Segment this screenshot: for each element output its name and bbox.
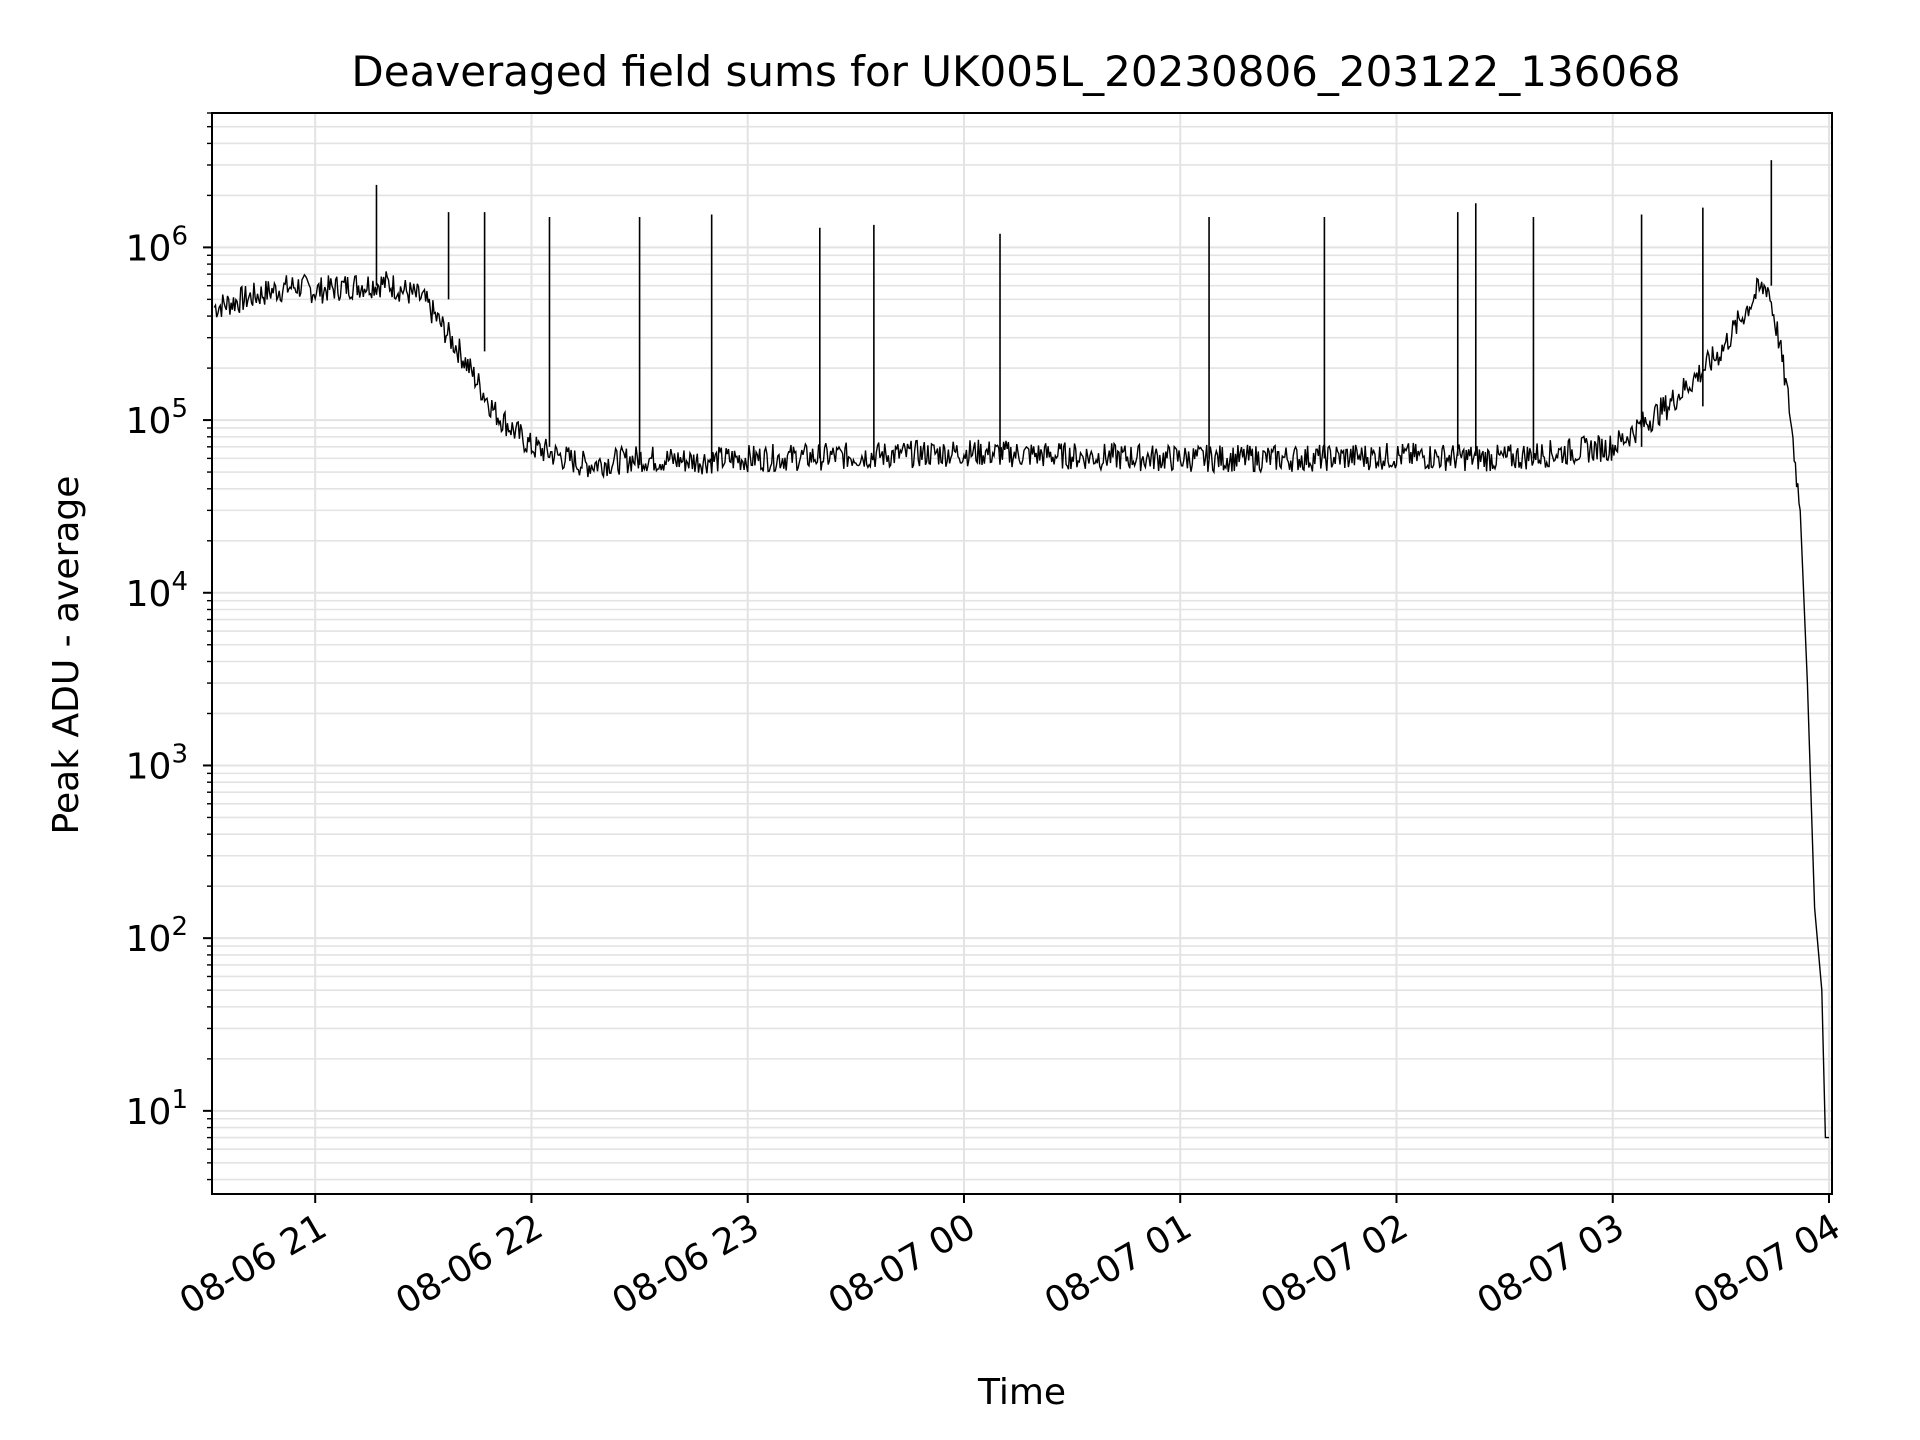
x-tick-label: 08-07 04 (1687, 1206, 1848, 1322)
data-line (213, 160, 1829, 1139)
y-tick-label: 105 (126, 394, 188, 442)
chart-title: Deaveraged field sums for UK005L_2023080… (351, 47, 1680, 96)
plot-frame (211, 112, 1833, 1195)
y-tick-label: 101 (126, 1085, 188, 1133)
x-tick-label: 08-06 23 (606, 1206, 767, 1322)
y-tick-label: 106 (126, 221, 188, 269)
x-tick-label: 08-07 02 (1254, 1206, 1415, 1322)
grid (212, 112, 1832, 1194)
y-axis: 101 102 103 104 105 106 (126, 112, 212, 1181)
y-tick-label: 102 (126, 912, 188, 960)
y-tick-label: 103 (126, 739, 188, 787)
x-tick-label: 08-06 21 (173, 1206, 334, 1322)
x-tick-label: 08-07 01 (1038, 1206, 1199, 1322)
x-tick-label: 08-07 03 (1471, 1206, 1632, 1322)
y-axis-label: Peak ADU - average (46, 476, 87, 835)
x-axis: 08-06 21 08-06 22 08-06 23 08-07 00 08-07 01… (173, 1194, 1847, 1323)
x-axis-label: Time (977, 1372, 1066, 1413)
series-line (213, 271, 1829, 1139)
x-tick-label: 08-07 00 (822, 1206, 983, 1322)
y-tick-label: 104 (126, 567, 188, 615)
x-tick-label: 08-06 22 (389, 1206, 550, 1322)
